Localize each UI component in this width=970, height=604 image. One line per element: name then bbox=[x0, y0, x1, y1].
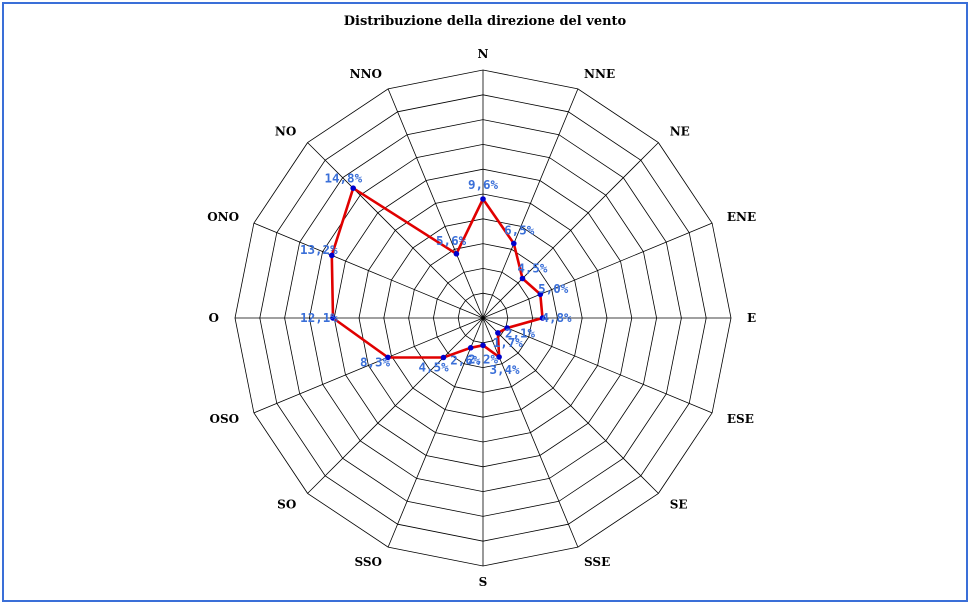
direction-labels: N NNE NE ENE E ESE SE SSE S SSO SO OSO O ONO NO NNO bbox=[207, 47, 756, 589]
value-label-o: 12,1% bbox=[300, 310, 338, 325]
data-point-o bbox=[330, 315, 336, 321]
direction-label-ono: ONO bbox=[207, 210, 239, 224]
spoke-oso bbox=[253, 317, 484, 414]
direction-label-e: E bbox=[747, 311, 756, 325]
direction-label-ene: ENE bbox=[727, 210, 756, 224]
wind-series bbox=[329, 185, 546, 361]
value-label-ene: 5,0% bbox=[538, 281, 569, 296]
data-point-e bbox=[539, 315, 546, 321]
spoke-no bbox=[307, 142, 484, 319]
value-label-nno: 5,6% bbox=[436, 233, 467, 248]
value-label-sse: 3,4% bbox=[489, 362, 520, 377]
value-label-no: 14,8% bbox=[324, 170, 362, 185]
data-point-se bbox=[495, 330, 501, 336]
value-label-sso: 2,6% bbox=[450, 353, 481, 368]
spoke-ne bbox=[482, 142, 659, 319]
direction-label-nno: NNO bbox=[350, 67, 382, 81]
spoke-nne bbox=[482, 88, 579, 319]
spoke-se bbox=[482, 317, 659, 494]
value-label-s: 2,2% bbox=[468, 351, 499, 366]
data-point-sso bbox=[467, 345, 474, 351]
spoke-ene bbox=[482, 222, 713, 319]
data-point-s bbox=[480, 342, 486, 349]
spoke-nno bbox=[387, 88, 484, 319]
data-point-sse bbox=[496, 354, 502, 360]
spoke-sso bbox=[387, 317, 484, 548]
value-label-oso: 8,3% bbox=[360, 355, 391, 370]
value-label-n: 9,6% bbox=[468, 177, 499, 192]
direction-label-no: NO bbox=[275, 124, 296, 138]
radar-grid bbox=[234, 69, 732, 567]
data-point-no bbox=[350, 185, 357, 191]
data-point-oso bbox=[385, 354, 391, 361]
data-point-nno bbox=[453, 251, 460, 257]
spoke-ono bbox=[253, 222, 484, 319]
direction-label-sse: SSE bbox=[584, 555, 610, 569]
value-label-ono: 13,2% bbox=[300, 242, 338, 257]
value-label-ne: 4,5% bbox=[517, 261, 548, 276]
value-label-ese: 2,1% bbox=[505, 325, 536, 340]
direction-label-n: N bbox=[478, 47, 489, 61]
direction-label-o: O bbox=[209, 311, 219, 325]
direction-label-ne: NE bbox=[670, 124, 690, 138]
direction-label-oso: OSO bbox=[210, 412, 240, 426]
direction-label-nne: NNE bbox=[584, 67, 615, 81]
spoke-so bbox=[307, 317, 484, 494]
direction-label-sso: SSO bbox=[354, 555, 382, 569]
data-point-ese bbox=[504, 325, 510, 331]
value-labels: 9,6% 6,5% 4,5% 5,0% 4,8% 2,1%1,7% 3,4%2,2%2,6%… bbox=[300, 170, 572, 377]
data-point-ene bbox=[537, 291, 544, 298]
value-label-se: 1,7% bbox=[493, 335, 524, 350]
data-point-so bbox=[440, 354, 447, 361]
direction-label-so: SO bbox=[277, 498, 296, 512]
direction-label-ese: ESE bbox=[727, 412, 754, 426]
spoke-ese bbox=[482, 317, 713, 414]
data-point-ne bbox=[519, 275, 526, 282]
data-point-nne bbox=[511, 240, 517, 247]
direction-label-se: SE bbox=[670, 498, 688, 512]
value-label-so: 4,5% bbox=[419, 359, 450, 374]
direction-label-s: S bbox=[479, 575, 488, 589]
value-label-nne: 6,5% bbox=[504, 223, 535, 238]
data-point-n bbox=[480, 196, 486, 202]
data-point-ono bbox=[329, 252, 335, 259]
chart-title: Distribuzione della direzione del vento bbox=[343, 14, 627, 29]
radar-chart: N NNE NE ENE E ESE SE SSE S SSO SO OSO O ONO NO NNO 9,6… bbox=[207, 47, 756, 589]
value-label-e: 4,8% bbox=[541, 310, 572, 325]
